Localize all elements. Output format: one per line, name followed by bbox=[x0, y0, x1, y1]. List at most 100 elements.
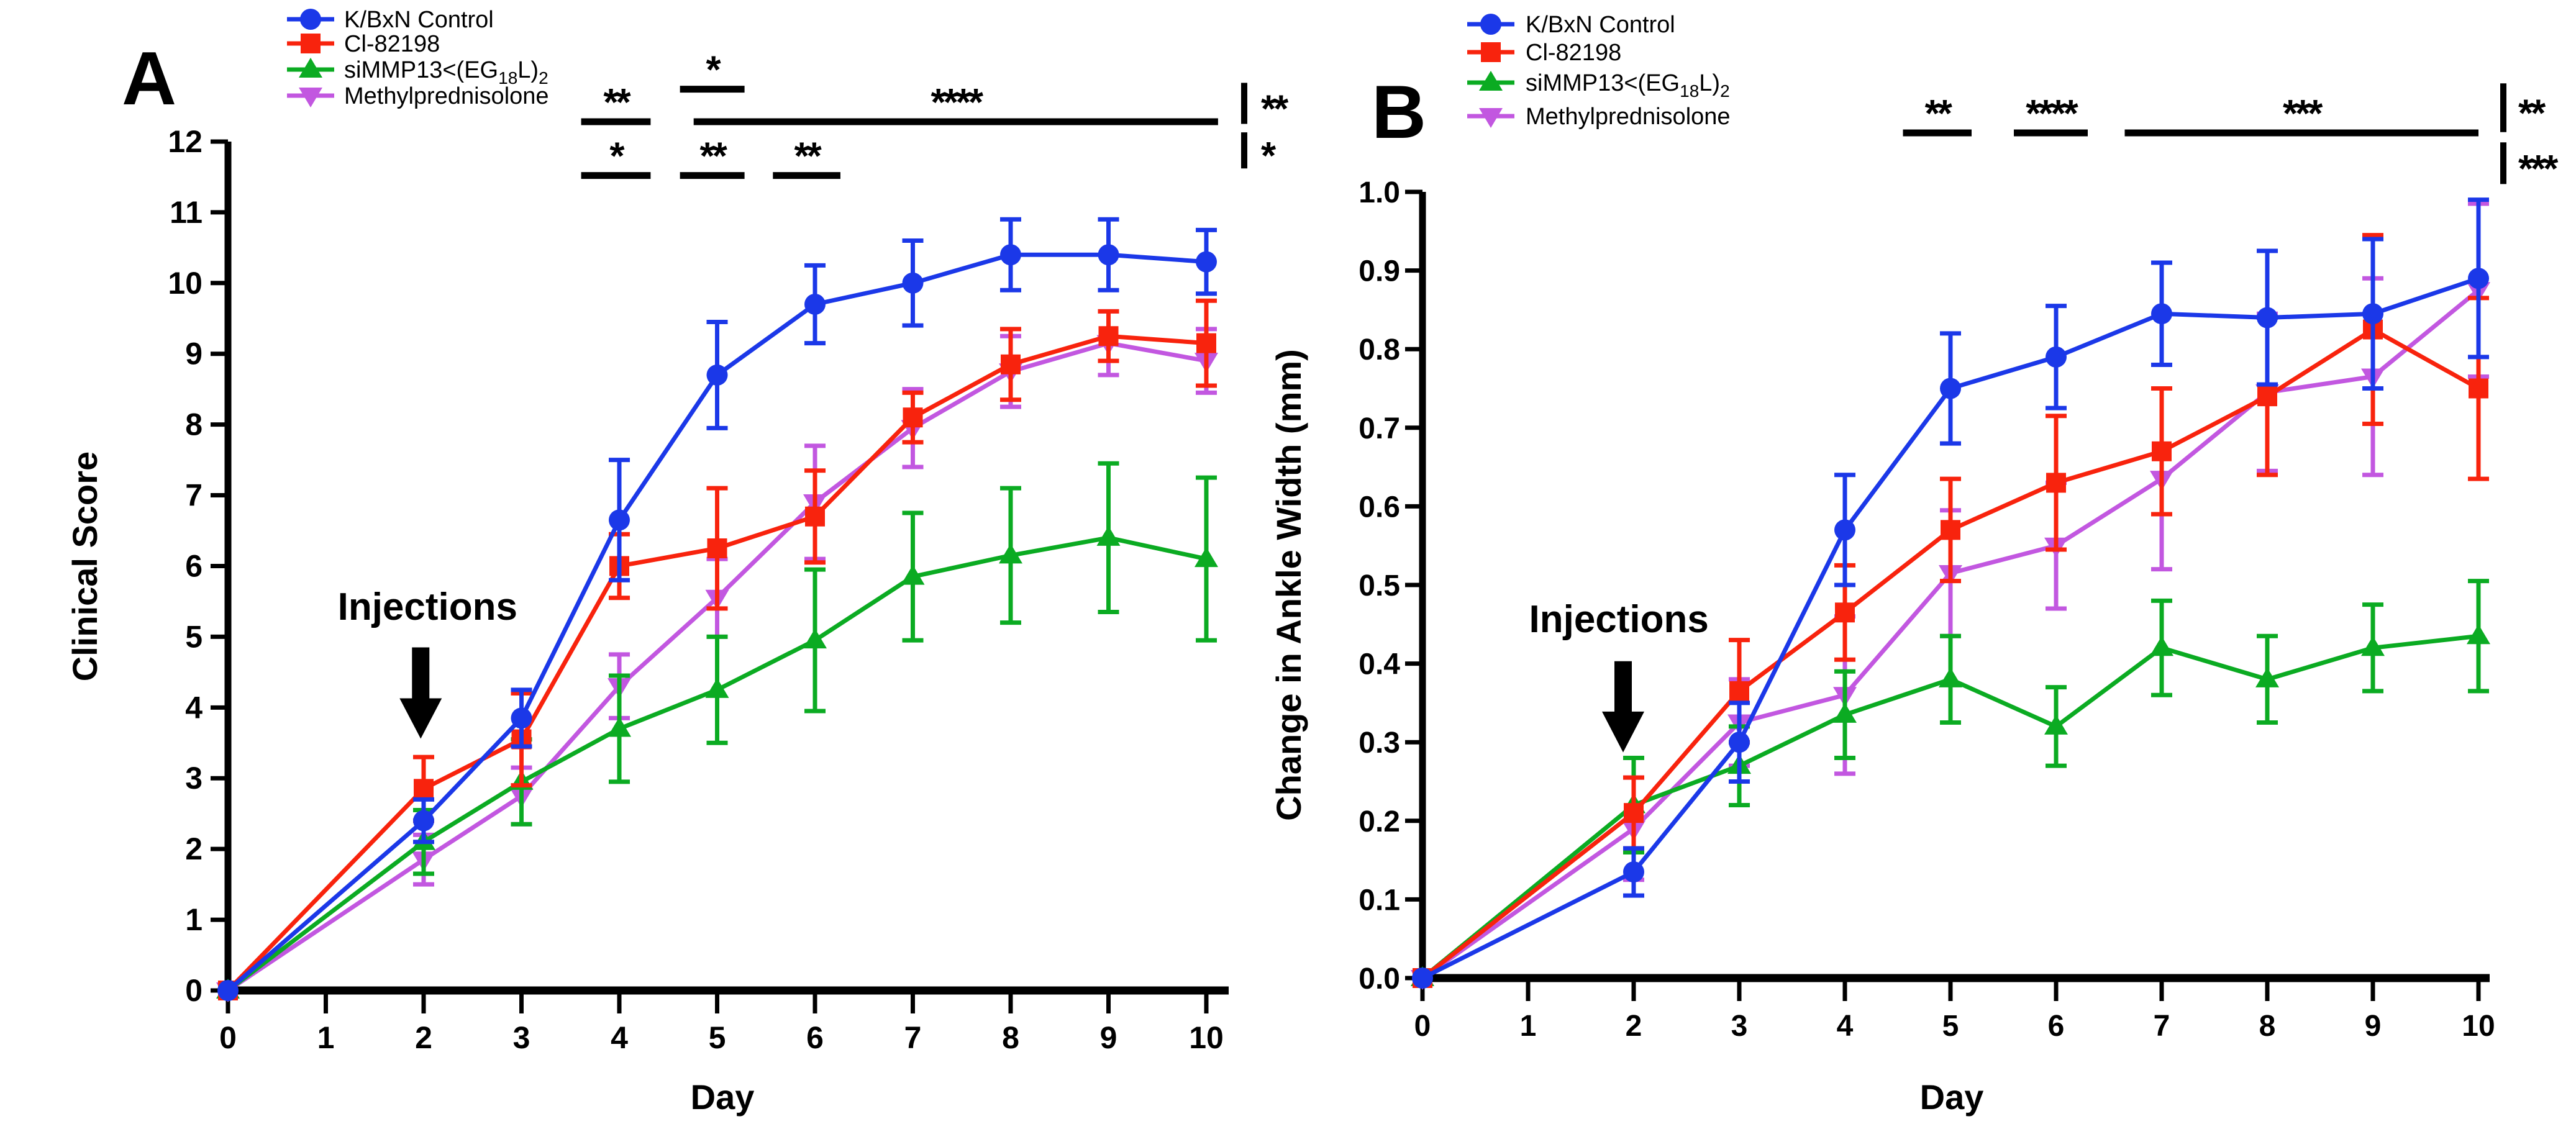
marker-square bbox=[2046, 473, 2066, 493]
marker-circle bbox=[804, 293, 826, 315]
y-tick-label: 5 bbox=[185, 619, 203, 654]
significance-stars: *** bbox=[2518, 148, 2559, 191]
marker-square bbox=[707, 538, 727, 558]
legend-label: K/BxN Control bbox=[1526, 12, 1675, 38]
marker-square bbox=[1001, 354, 1021, 374]
legend-item-methylprednisolone: Methylprednisolone bbox=[1467, 104, 1731, 130]
legend-label-text: siMMP13<(EG bbox=[1526, 70, 1680, 96]
significance-annotations: ** **** *** ***** bbox=[1903, 83, 2561, 191]
series-line bbox=[1421, 633, 2479, 980]
y-tick-label: 10 bbox=[168, 266, 203, 301]
x-tick-label: 10 bbox=[1189, 1020, 1224, 1055]
marker-circle bbox=[609, 509, 630, 531]
marker-triangle-up bbox=[1195, 547, 1218, 568]
significance-stars: *** bbox=[2283, 93, 2323, 135]
injections-label: Injections bbox=[338, 586, 517, 628]
marker-triangle-up bbox=[2361, 636, 2385, 656]
significance-annotations: *** ***** ** ***** bbox=[581, 49, 1291, 179]
significance-stars: ** bbox=[794, 135, 822, 178]
marker-triangle-up bbox=[999, 543, 1022, 564]
x-tick-label: 3 bbox=[513, 1020, 530, 1055]
legend-label-text: Methylprednisolone bbox=[344, 83, 549, 109]
marker-triangle-up bbox=[2255, 667, 2279, 687]
series-methylprednisolone bbox=[1411, 201, 2490, 990]
marker-circle bbox=[1196, 251, 1217, 273]
significance-stars: ** bbox=[1261, 88, 1289, 130]
x-tick-label: 9 bbox=[2365, 1010, 2382, 1043]
legend-label: Methylprednisolone bbox=[344, 83, 549, 109]
series-line bbox=[1421, 276, 2480, 981]
marker-square bbox=[1624, 803, 1644, 823]
significance-stars: * bbox=[609, 135, 625, 178]
marker-triangle-up bbox=[705, 678, 729, 698]
x-tick-label: 3 bbox=[1731, 1010, 1748, 1043]
marker-circle bbox=[2046, 346, 2067, 368]
y-tick-label: 0.3 bbox=[1359, 727, 1400, 759]
legend-label: siMMP13<(EG18L)2 bbox=[1526, 70, 1730, 101]
marker-triangle-up bbox=[1833, 702, 1857, 723]
series-cl-82198 bbox=[1413, 233, 2489, 988]
legend-label: Methylprednisolone bbox=[1526, 104, 1731, 130]
x-tick-label: 4 bbox=[611, 1020, 628, 1055]
marker-circle bbox=[1098, 244, 1119, 266]
series-k-bxn-control bbox=[217, 217, 1217, 1001]
legend-label-text: Cl-82198 bbox=[344, 31, 440, 57]
significance-stars: ** bbox=[603, 81, 631, 124]
legend-marker-square bbox=[1481, 42, 1501, 62]
significance-stars: ** bbox=[699, 135, 727, 178]
x-tick-label: 0 bbox=[1414, 1010, 1431, 1043]
significance-stars: ** bbox=[2518, 93, 2546, 135]
legend-marker-triangle-up bbox=[299, 58, 322, 78]
legend-marker-square bbox=[301, 34, 321, 53]
legend-item-k-bxn-control: K/BxN Control bbox=[1467, 12, 1675, 38]
marker-square bbox=[2469, 378, 2488, 399]
significance-stars: **** bbox=[931, 81, 984, 124]
x-axis-title: Day bbox=[1920, 1077, 1984, 1117]
injections-arrow-icon bbox=[399, 647, 442, 739]
x-tick-label: 10 bbox=[2462, 1010, 2495, 1043]
panel-label-b: B bbox=[1372, 70, 1426, 154]
marker-circle bbox=[2257, 307, 2278, 329]
marker-square bbox=[1729, 681, 1749, 701]
legend-label-text: L) bbox=[1699, 70, 1720, 96]
marker-triangle-up bbox=[901, 564, 925, 585]
y-tick-label: 6 bbox=[185, 548, 203, 583]
marker-square bbox=[2257, 386, 2277, 407]
legend-marker-triangle-down bbox=[1479, 108, 1503, 128]
series-line bbox=[226, 333, 1207, 992]
marker-triangle-up bbox=[1939, 667, 1962, 687]
legend-label: Cl-82198 bbox=[1526, 40, 1621, 66]
legend-marker-triangle-down bbox=[299, 88, 322, 107]
series-line bbox=[1421, 327, 2480, 980]
marker-square bbox=[1835, 602, 1855, 623]
marker-square bbox=[1941, 520, 1960, 540]
legend-label-subscript: 2 bbox=[539, 68, 548, 88]
legend-item-cl-82198: Cl-82198 bbox=[287, 31, 440, 57]
marker-triangle-up bbox=[1096, 525, 1121, 546]
y-tick-label: 0 bbox=[185, 973, 203, 1008]
y-tick-label: 2 bbox=[185, 832, 203, 866]
legend-label-subscript: 18 bbox=[1680, 81, 1699, 101]
injections-annotation: Injections bbox=[338, 586, 517, 739]
marker-circle bbox=[902, 272, 924, 294]
marker-square bbox=[1196, 333, 1216, 353]
significance-stars: **** bbox=[2026, 93, 2078, 135]
legend-label-text: K/BxN Control bbox=[344, 7, 494, 33]
x-tick-label: 8 bbox=[2259, 1010, 2276, 1043]
significance-stars: * bbox=[1261, 135, 1277, 178]
legend-item-simmp13-eg18l-2: siMMP13<(EG18L)2 bbox=[1467, 70, 1730, 101]
series-line bbox=[227, 341, 1207, 992]
y-tick-label: 0.9 bbox=[1359, 255, 1400, 288]
x-axis-title: Day bbox=[691, 1077, 755, 1117]
x-tick-label: 1 bbox=[1520, 1010, 1537, 1043]
marker-square bbox=[903, 407, 923, 428]
y-tick-label: 0.2 bbox=[1359, 805, 1400, 838]
y-tick-label: 1.0 bbox=[1359, 176, 1400, 209]
x-tick-label: 5 bbox=[1942, 1010, 1959, 1043]
marker-circle bbox=[413, 810, 434, 832]
marker-triangle-up bbox=[2467, 624, 2490, 645]
x-tick-label: 1 bbox=[317, 1020, 335, 1055]
series-line bbox=[226, 535, 1207, 992]
